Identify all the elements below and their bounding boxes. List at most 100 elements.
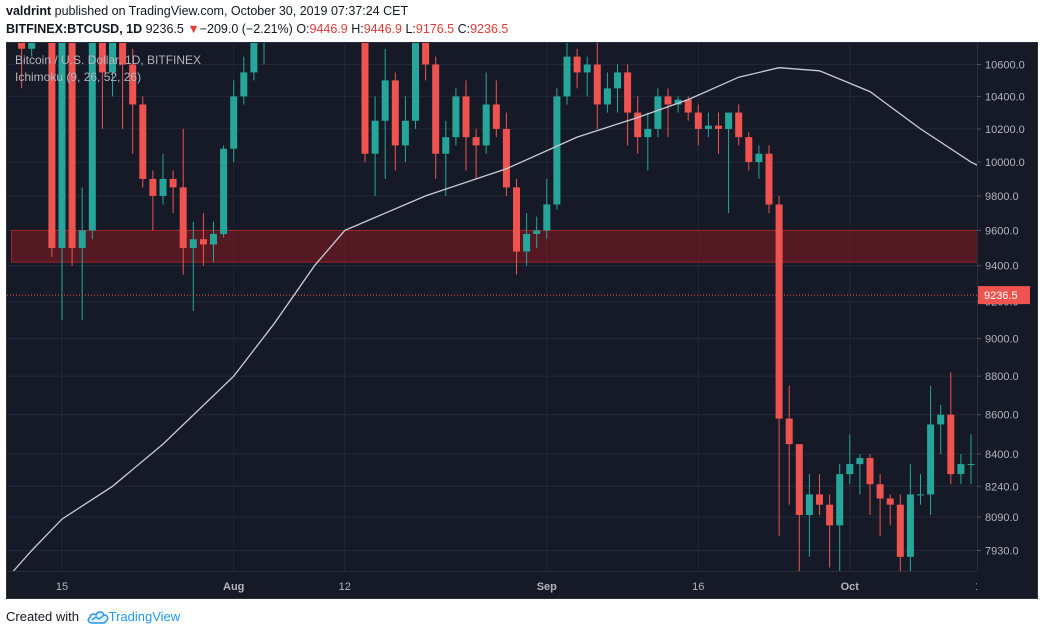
candle-body[interactable] — [78, 230, 86, 248]
candle-body[interactable] — [927, 424, 935, 495]
candle-body[interactable] — [462, 96, 470, 138]
moving-average-line[interactable] — [7, 67, 977, 571]
candle-body[interactable] — [432, 64, 440, 154]
candle-body[interactable] — [502, 128, 510, 188]
candle-body[interactable] — [805, 494, 813, 515]
candle-body[interactable] — [442, 137, 450, 154]
candle-body[interactable] — [886, 498, 894, 505]
candle-body[interactable] — [553, 96, 561, 205]
candle-body[interactable] — [765, 153, 773, 205]
candle-body[interactable] — [452, 96, 460, 138]
candle-body[interactable] — [169, 178, 177, 188]
candle-body[interactable] — [159, 178, 167, 196]
candle-body[interactable] — [896, 504, 904, 557]
time-axis[interactable]: 15Aug12Sep16Oct14Nov — [7, 571, 977, 598]
candle-body[interactable] — [250, 43, 258, 73]
candle-body[interactable] — [755, 153, 763, 163]
candle-body[interactable] — [593, 64, 601, 105]
candle-body[interactable] — [401, 120, 409, 146]
candle-body[interactable] — [836, 474, 844, 526]
candle-body[interactable] — [210, 233, 217, 245]
candle-body[interactable] — [129, 64, 137, 105]
candle-body[interactable] — [98, 43, 106, 73]
author-name[interactable]: valdrint — [6, 4, 52, 18]
candle-body[interactable] — [937, 414, 945, 425]
candle-body[interactable] — [725, 112, 733, 129]
candle-body[interactable] — [412, 43, 419, 121]
candle-body[interactable] — [674, 99, 682, 105]
candle-body[interactable] — [684, 99, 692, 113]
candle-body[interactable] — [735, 112, 743, 138]
candle-body[interactable] — [179, 187, 187, 248]
candle-body[interactable] — [826, 504, 834, 526]
candle-body[interactable] — [119, 43, 127, 65]
candle-body[interactable] — [583, 64, 591, 73]
candle-body[interactable] — [876, 484, 884, 499]
candle-body[interactable] — [18, 43, 26, 49]
candle-body[interactable] — [109, 43, 116, 73]
price-axis[interactable]: 10600.0 10400.0 10200.0 10000.0 9800.0 9600.0… — [977, 43, 1037, 571]
candle-body[interactable] — [240, 72, 248, 97]
candle-body[interactable] — [220, 148, 228, 234]
candle-body[interactable] — [422, 43, 430, 65]
candle-body[interactable] — [947, 414, 955, 475]
candle-body[interactable] — [785, 418, 793, 445]
candle-body[interactable] — [715, 125, 722, 129]
candle-body[interactable] — [563, 56, 571, 97]
chart-legend-indicator[interactable]: Ichimoku (9, 26, 52, 26) — [15, 70, 142, 84]
candle-body[interactable] — [603, 88, 611, 105]
price-tick-label: 8240.0 — [985, 481, 1019, 493]
candle-body[interactable] — [704, 125, 712, 129]
symbol-info: BITFINEX:BTCUSD, 1D 9236.5 ▼−209.0 (−2.2… — [6, 22, 508, 36]
candle-body[interactable] — [614, 72, 621, 89]
resistance-zone[interactable] — [11, 229, 978, 263]
candle-body[interactable] — [371, 120, 379, 154]
down-arrow-icon: ▼ — [187, 22, 200, 36]
candle-body[interactable] — [694, 112, 702, 129]
candle-body[interactable] — [745, 137, 753, 163]
time-tick-label: 12 — [339, 581, 351, 593]
candle-body[interactable] — [68, 43, 76, 248]
candle-body[interactable] — [230, 96, 238, 149]
candle-body[interactable] — [573, 56, 581, 73]
price-tick-label: 9800.0 — [985, 191, 1019, 203]
candle-body[interactable] — [644, 128, 652, 138]
candle-body[interactable] — [846, 464, 854, 475]
publish-text: published on TradingView.com, October 30… — [54, 4, 409, 18]
candle-body[interactable] — [189, 239, 197, 248]
candle-body[interactable] — [795, 444, 803, 515]
candle-body[interactable] — [381, 80, 389, 121]
candle-body[interactable] — [199, 239, 207, 245]
candle-body[interactable] — [48, 43, 56, 248]
candle-body[interactable] — [624, 72, 632, 113]
candle-body[interactable] — [634, 112, 642, 138]
candle-body[interactable] — [361, 43, 369, 154]
candle-body[interactable] — [917, 494, 924, 496]
candle-body[interactable] — [816, 494, 823, 505]
candle-body[interactable] — [654, 96, 662, 129]
candle-body[interactable] — [28, 43, 36, 49]
price-tick-label: 10000.0 — [985, 157, 1025, 169]
candle-body[interactable] — [775, 204, 783, 419]
candle-body[interactable] — [967, 464, 975, 466]
candle-body[interactable] — [492, 104, 500, 129]
candle-body[interactable] — [139, 104, 147, 179]
candle-body[interactable] — [856, 458, 864, 465]
candle-body[interactable] — [149, 178, 157, 196]
candle-body[interactable] — [906, 494, 914, 557]
chart-plot-area[interactable] — [7, 43, 977, 571]
candle-body[interactable] — [543, 204, 551, 231]
candle-body[interactable] — [513, 187, 520, 252]
candle-body[interactable] — [88, 43, 96, 231]
candle-body[interactable] — [472, 137, 480, 146]
candle-body[interactable] — [533, 230, 541, 234]
candle-body[interactable] — [664, 96, 672, 105]
candle-body[interactable] — [523, 233, 531, 252]
candle-body[interactable] — [866, 458, 874, 485]
candle-body[interactable] — [957, 464, 965, 475]
candle-body[interactable] — [391, 80, 399, 146]
candle-body[interactable] — [58, 43, 66, 248]
tradingview-brand[interactable]: TradingView — [108, 609, 181, 624]
candle-body[interactable] — [482, 104, 490, 146]
close-label: C: — [457, 22, 471, 36]
